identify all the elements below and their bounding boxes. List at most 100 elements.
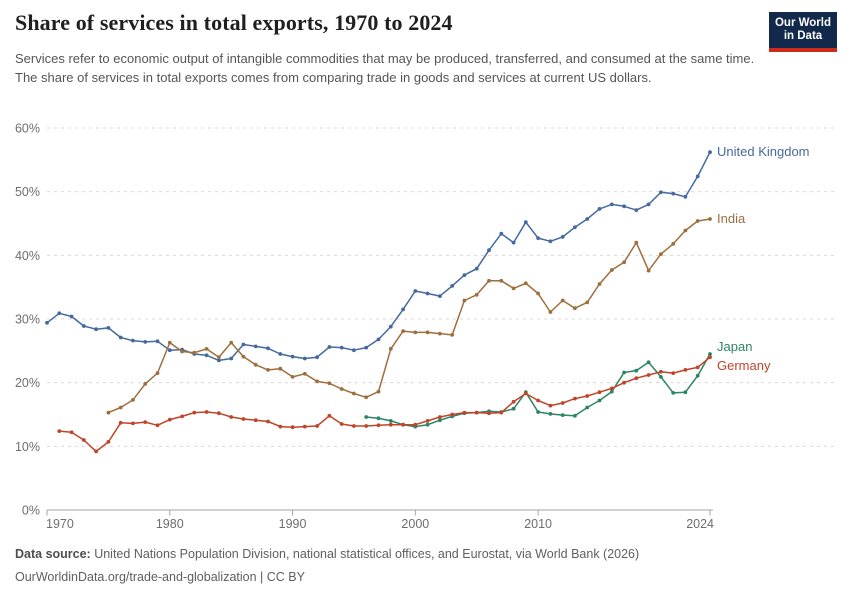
series-point-germany xyxy=(646,373,651,377)
series-point-united-kingdom xyxy=(45,320,49,325)
license-badge[interactable]: CC BY xyxy=(266,570,305,584)
series-point-united-kingdom xyxy=(364,345,369,350)
series-point-japan xyxy=(659,375,663,379)
series-point-united-kingdom xyxy=(548,239,553,244)
series-point-united-kingdom xyxy=(413,289,418,293)
series-point-india xyxy=(278,366,283,371)
series-line-united-kingdom xyxy=(46,151,711,362)
series-label-united-kingdom[interactable]: United Kingdom xyxy=(717,144,810,159)
series-point-india xyxy=(106,410,111,415)
series-point-japan xyxy=(609,389,614,394)
series-point-japan xyxy=(388,419,393,423)
series-point-united-kingdom xyxy=(585,217,590,221)
series-point-germany xyxy=(462,410,467,415)
series-point-japan xyxy=(560,413,565,417)
series-point-united-kingdom xyxy=(69,314,74,319)
owid-url-link[interactable]: OurWorldinData.org/trade-and-globalizati… xyxy=(15,570,257,584)
series-point-japan xyxy=(376,416,381,421)
series-point-germany xyxy=(229,415,234,419)
series-point-united-kingdom xyxy=(217,358,221,363)
data-source-line: Data source: United Nations Population D… xyxy=(15,543,835,566)
line-chart-canvas: 0% 10% 20% 30% 40% 50% 60% 1970 1980 1990 2000 2010… xyxy=(15,121,838,531)
series-point-india xyxy=(695,219,700,223)
series-point-united-kingdom xyxy=(155,339,160,344)
series-point-india xyxy=(560,298,565,303)
series-point-india xyxy=(302,371,307,376)
series-point-india xyxy=(597,282,602,286)
series-point-india xyxy=(241,354,246,359)
series-point-germany xyxy=(143,420,148,424)
series-point-united-kingdom xyxy=(118,335,123,340)
series-label-germany[interactable]: Germany xyxy=(717,358,771,373)
series-point-germany xyxy=(278,424,283,429)
series-point-united-kingdom xyxy=(573,225,577,230)
series-point-india xyxy=(413,330,418,335)
series-point-united-kingdom xyxy=(622,204,626,209)
series-point-india xyxy=(487,278,491,283)
owid-logo[interactable]: Our World in Data xyxy=(769,12,837,52)
series-point-united-kingdom xyxy=(290,354,295,359)
series-point-united-kingdom xyxy=(695,174,700,179)
series-point-united-kingdom xyxy=(57,311,62,316)
series-point-united-kingdom xyxy=(388,324,393,329)
y-tick-label-60: 60% xyxy=(15,121,40,135)
y-tick-label-40: 40% xyxy=(15,249,40,263)
series-point-germany xyxy=(597,390,602,395)
series-point-india xyxy=(499,278,504,283)
series-point-germany xyxy=(523,391,528,396)
series-point-united-kingdom xyxy=(315,355,319,360)
x-tick-label-1980: 1980 xyxy=(156,517,184,531)
series-point-germany xyxy=(659,369,663,374)
series-point-germany xyxy=(192,410,197,415)
series-point-united-kingdom xyxy=(376,337,381,342)
series-point-united-kingdom xyxy=(560,235,565,239)
series-point-germany xyxy=(376,423,381,428)
series-point-germany xyxy=(683,368,688,372)
series-point-united-kingdom xyxy=(302,356,307,361)
series-point-germany xyxy=(609,386,614,391)
series-point-japan xyxy=(646,360,651,365)
series-point-united-kingdom xyxy=(671,191,676,196)
series-point-united-kingdom xyxy=(339,345,344,350)
series-point-united-kingdom xyxy=(708,150,712,155)
series-point-india xyxy=(192,350,197,355)
series-point-united-kingdom xyxy=(81,324,86,328)
series-point-germany xyxy=(671,371,676,375)
series-point-india xyxy=(548,310,553,314)
series-point-germany xyxy=(425,419,430,423)
series-point-germany xyxy=(585,394,590,398)
series-point-india xyxy=(253,362,258,367)
series-point-india xyxy=(229,340,234,345)
series-point-germany xyxy=(364,424,369,428)
series-point-germany xyxy=(499,410,504,415)
series-point-germany xyxy=(401,422,405,427)
series-point-germany xyxy=(708,355,712,360)
series-point-india xyxy=(659,252,663,256)
series-point-germany xyxy=(290,425,295,430)
series-point-germany xyxy=(413,422,418,427)
series-point-japan xyxy=(622,370,626,375)
series-point-united-kingdom xyxy=(253,344,258,349)
series-point-india xyxy=(425,330,430,335)
series-label-india[interactable]: India xyxy=(717,211,746,226)
series-line-germany xyxy=(59,356,711,453)
series-point-japan xyxy=(597,398,602,403)
series-point-japan xyxy=(364,415,369,419)
x-tick-label-1970: 1970 xyxy=(46,517,74,531)
series-point-japan xyxy=(671,391,676,395)
series-point-germany xyxy=(327,413,332,418)
series-point-united-kingdom xyxy=(352,348,356,353)
series-point-united-kingdom xyxy=(266,346,270,351)
series-point-germany xyxy=(204,410,209,414)
series-point-united-kingdom xyxy=(241,342,246,347)
series-point-germany xyxy=(352,424,356,428)
series-point-united-kingdom xyxy=(229,356,234,361)
series-point-india xyxy=(155,371,160,375)
series-label-japan[interactable]: Japan xyxy=(717,339,752,354)
x-tick-label-2000: 2000 xyxy=(401,517,429,531)
data-source-label: Data source: xyxy=(15,547,91,561)
series-point-united-kingdom xyxy=(487,248,491,253)
series-point-india xyxy=(388,347,393,351)
series-point-india xyxy=(204,347,209,351)
